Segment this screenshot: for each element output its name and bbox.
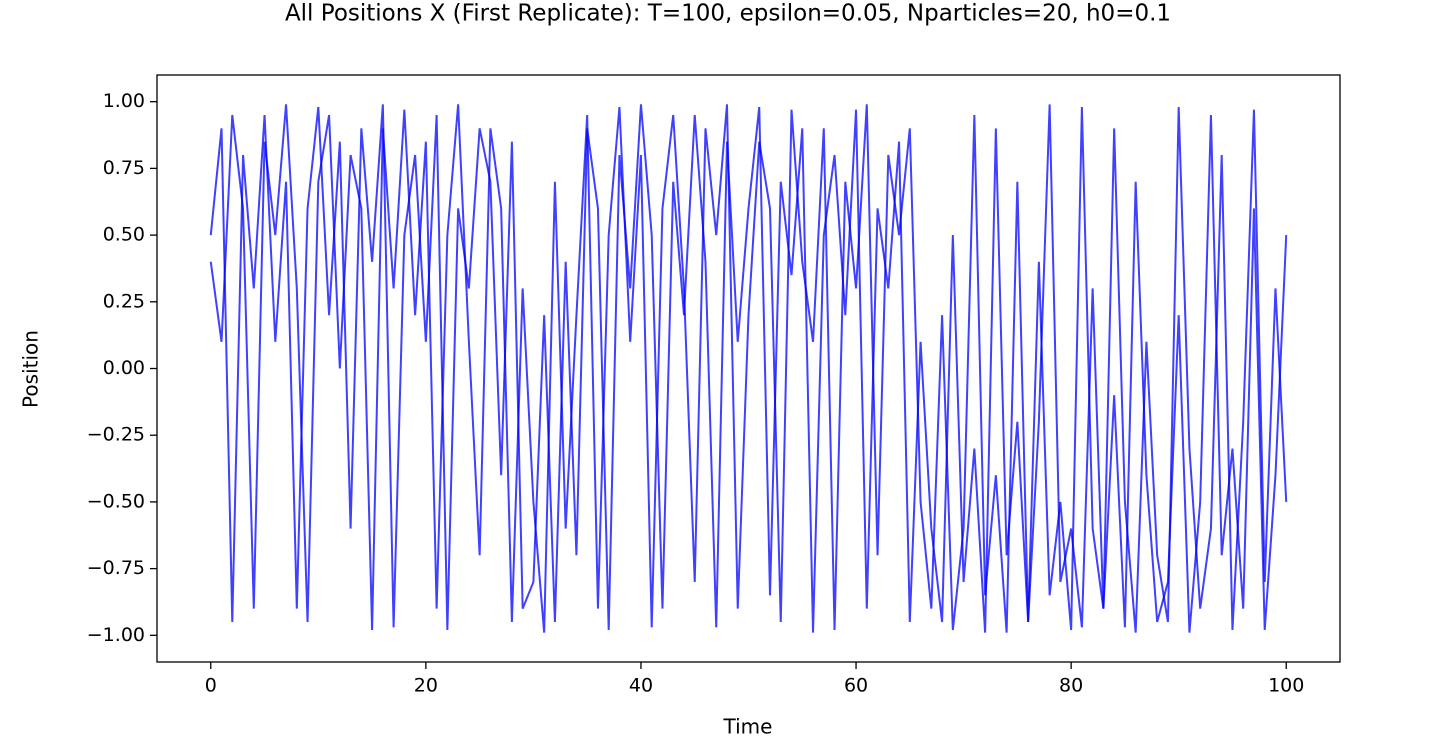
x-tick-label: 20 — [414, 675, 438, 697]
x-tick-label: 60 — [844, 675, 868, 697]
data-line — [209, 104, 1288, 633]
x-tick-label: 80 — [1059, 675, 1083, 697]
y-tick-label: −1.00 — [87, 624, 145, 646]
y-tick-label: 1.00 — [103, 90, 145, 112]
y-tick-label: −0.75 — [87, 557, 145, 579]
x-tick-label: 0 — [205, 675, 217, 697]
y-tick-label: 0.00 — [103, 357, 145, 379]
y-tick-label: 0.75 — [103, 157, 145, 179]
x-axis-label: Time — [723, 715, 773, 736]
y-tick-label: −0.25 — [87, 424, 145, 446]
y-axis-label: Position — [19, 330, 43, 408]
y-tick-label: 0.50 — [103, 224, 145, 246]
x-tick-label: 100 — [1268, 675, 1304, 697]
data-line — [209, 104, 1288, 633]
y-tick-label: −0.50 — [87, 490, 145, 512]
x-tick-label: 40 — [629, 675, 653, 697]
y-tick-label: 0.25 — [103, 290, 145, 312]
chart-title: All Positions X (First Replicate): T=100… — [285, 1, 1171, 27]
plot-frame — [156, 74, 1341, 663]
